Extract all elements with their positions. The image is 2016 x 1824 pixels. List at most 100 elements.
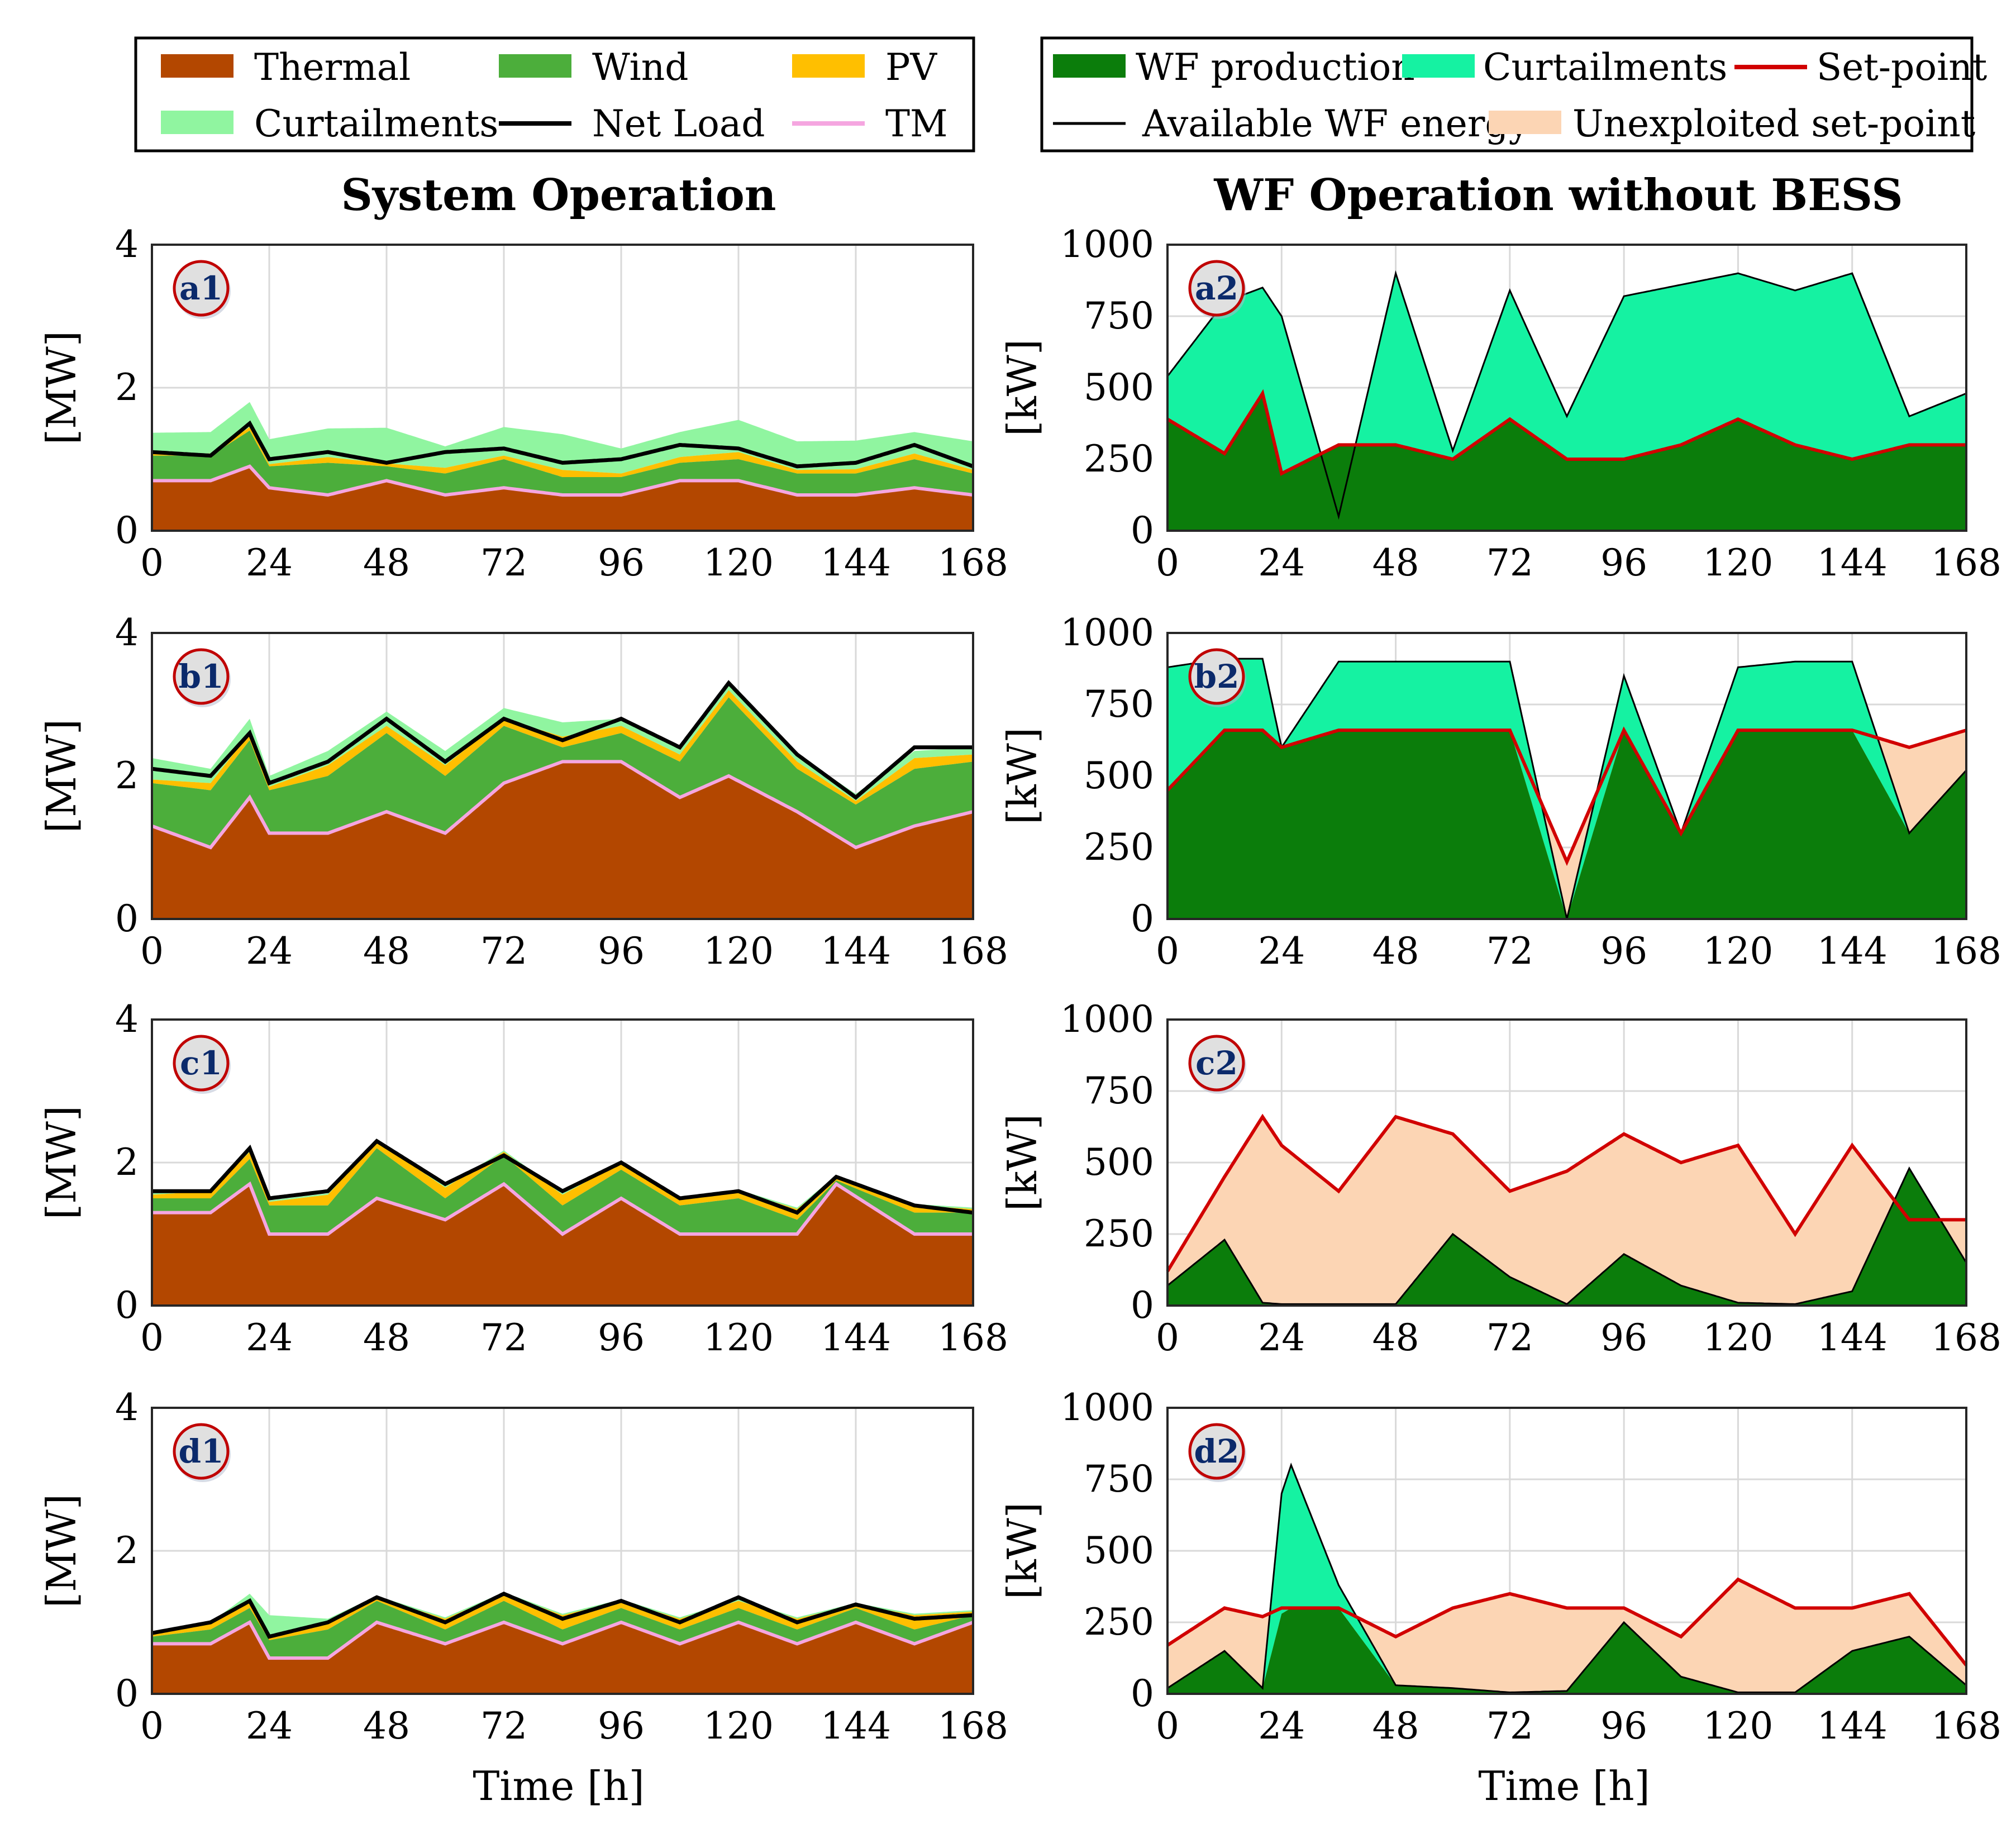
- x-tick-label: 24: [246, 1316, 293, 1359]
- x-tick-label: 120: [1703, 1704, 1773, 1747]
- x-tick-label: 168: [938, 930, 1008, 973]
- legend-label-wf-production: WF production: [1136, 46, 1415, 89]
- y-axis-label: [MW]: [38, 719, 85, 833]
- y-tick-label: 0: [1131, 509, 1154, 552]
- legend-swatch-pv: [792, 54, 865, 78]
- axes-box: [1166, 1407, 1967, 1695]
- series-netload-line: [152, 1139, 974, 1215]
- legend-left: Thermal Wind PV Curtailments Net Load TM: [134, 36, 975, 153]
- y-tick-label: 2: [115, 1529, 139, 1572]
- x-tick-label: 144: [821, 930, 891, 973]
- series-setpoint-line: [1166, 1577, 1968, 1666]
- y-tick-label: 500: [1084, 754, 1154, 797]
- axes-box: [1166, 244, 1967, 532]
- series-curtailments-area: [1167, 659, 1966, 919]
- series-tm-line: [151, 760, 974, 850]
- x-tick-label: 144: [1817, 1704, 1888, 1747]
- x-tick-label: 0: [140, 1316, 164, 1359]
- xlabel-left: Time [h]: [473, 1763, 644, 1809]
- x-tick-label: 144: [1817, 541, 1888, 584]
- legend-swatch-wf-production: [1053, 54, 1126, 78]
- x-tick-label: 48: [1372, 1704, 1419, 1747]
- y-tick-label: 1000: [1060, 1386, 1154, 1429]
- legend-swatch-curtailments: [161, 111, 233, 134]
- series-available-line: [1167, 1166, 1967, 1306]
- x-tick-label: 72: [480, 1704, 527, 1747]
- axes-box: [151, 1018, 974, 1307]
- y-tick-label: 250: [1084, 1212, 1154, 1255]
- panel-badge: [173, 1423, 230, 1480]
- axes-box: [151, 1407, 974, 1695]
- panel-a2: 0 24 48 72 96 120 144 168 0 250 500 750 1000 [kW] a2: [999, 223, 2001, 584]
- series-wind-area: [152, 430, 973, 495]
- x-tick-label: 48: [363, 1316, 410, 1359]
- series-wind-area: [152, 1601, 973, 1658]
- y-tick-label: 500: [1084, 1141, 1154, 1184]
- y-axis-label: [MW]: [38, 1494, 85, 1608]
- legend-label-setpoint: Set-point: [1817, 46, 1987, 89]
- panel-c2: 0 24 48 72 96 120 144 168 0 250 500 750 1000 [kW] c2: [999, 998, 2001, 1359]
- x-tick-label: 168: [938, 1704, 1008, 1747]
- y-tick-label: 250: [1084, 826, 1154, 869]
- legend-swatch-thermal: [161, 54, 233, 78]
- y-tick-label: 0: [1131, 897, 1154, 940]
- y-tick-label: 0: [1131, 1672, 1154, 1715]
- series-unexploited-area: [1167, 1117, 1966, 1304]
- panel-badge: [1188, 1035, 1245, 1092]
- x-tick-label: 48: [1372, 930, 1419, 973]
- axes-box: [151, 244, 974, 532]
- x-tick-label: 72: [1486, 541, 1533, 584]
- y-tick-label: 250: [1084, 1601, 1154, 1644]
- y-tick-label: 750: [1084, 1069, 1154, 1112]
- x-tick-label: 168: [938, 541, 1008, 584]
- x-tick-label: 168: [1931, 930, 2001, 973]
- x-tick-label: 0: [1156, 930, 1179, 973]
- x-tick-label: 24: [1258, 930, 1305, 973]
- legend-swatch-wf-curtailments: [1402, 54, 1475, 78]
- panel-badge-label: d1: [179, 1432, 224, 1470]
- x-tick-label: 72: [1486, 1704, 1533, 1747]
- y-tick-label: 4: [115, 223, 139, 266]
- series-wind-area: [152, 697, 973, 847]
- series-tm-line: [152, 464, 974, 497]
- panel-badge-label: c1: [180, 1044, 222, 1082]
- x-tick-label: 120: [1703, 930, 1773, 973]
- panel-badge: [1188, 1423, 1245, 1480]
- x-tick-label: 168: [1931, 1704, 2001, 1747]
- x-tick-label: 96: [598, 1704, 645, 1747]
- panel-d2: 0 24 48 72 96 120 144 168 0 250 500 750 1000 [kW] d2: [999, 1386, 2001, 1747]
- series-curtailments-area: [152, 1592, 973, 1637]
- y-tick-label: 0: [1131, 1284, 1154, 1327]
- x-tick-label: 96: [598, 1316, 645, 1359]
- x-tick-label: 168: [1931, 1316, 2001, 1359]
- x-tick-label: 24: [1258, 541, 1305, 584]
- col-title-right: WF Operation without BESS: [1213, 170, 1903, 221]
- x-tick-label: 48: [1372, 1316, 1419, 1359]
- panel-badge: [1188, 648, 1245, 705]
- x-tick-label: 96: [1600, 1316, 1647, 1359]
- panel-badge: [173, 648, 230, 705]
- y-axis-label: [MW]: [38, 1106, 85, 1220]
- y-axis-label: [MW]: [38, 331, 85, 445]
- series-setpoint-line: [1166, 726, 1967, 866]
- legend-label-wf-curtailments: Curtailments: [1483, 46, 1727, 89]
- panel-badge: [173, 260, 230, 317]
- y-tick-label: 0: [115, 1672, 139, 1715]
- x-tick-label: 0: [1156, 1704, 1179, 1747]
- x-tick-label: 144: [821, 1704, 891, 1747]
- series-setpoint-line: [1166, 1113, 1966, 1273]
- x-tick-label: 24: [246, 1704, 293, 1747]
- x-tick-label: 72: [480, 1316, 527, 1359]
- x-tick-label: 72: [1486, 1316, 1533, 1359]
- x-tick-label: 96: [1600, 541, 1647, 584]
- series-thermal-area: [152, 761, 973, 919]
- x-tick-label: 0: [140, 541, 164, 584]
- axes-box: [151, 632, 974, 920]
- y-tick-label: 250: [1084, 437, 1154, 480]
- series-netload-line: [151, 420, 974, 469]
- series-netload-line: [151, 1591, 974, 1639]
- series-unexploited-area: [1167, 730, 1966, 919]
- series-netload-line: [151, 680, 973, 800]
- y-tick-label: 4: [115, 998, 139, 1041]
